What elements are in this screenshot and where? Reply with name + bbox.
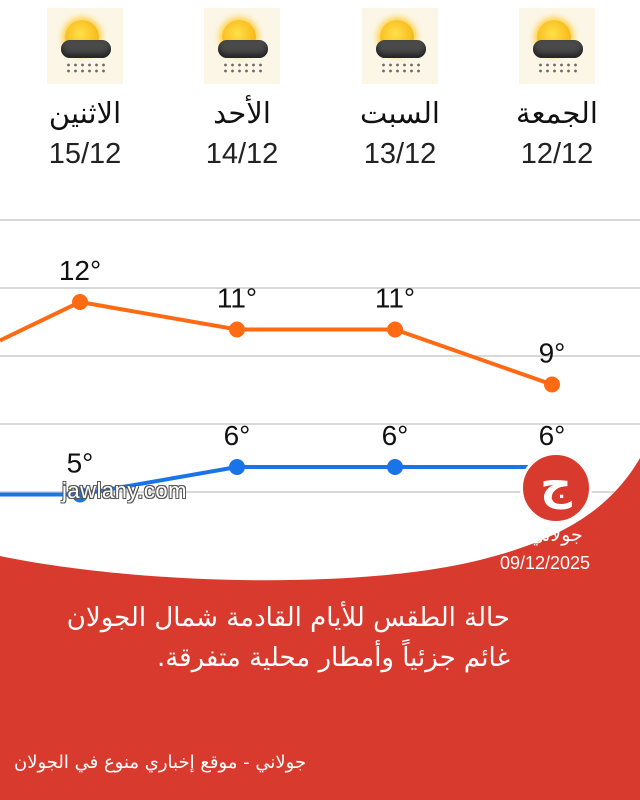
day-date: 12/12	[520, 138, 594, 170]
data-point	[387, 321, 403, 338]
forecast-day-sunday: الأحد 14/12	[177, 8, 307, 172]
series-line	[0, 299, 553, 387]
partly-cloudy-rain-icon	[204, 8, 280, 84]
data-label: 6°	[539, 420, 566, 451]
footer-tagline: جولاني - موقع إخباري منوع في الجولان	[14, 752, 307, 773]
data-label: 11°	[375, 283, 415, 314]
forecast-day-monday: الاثنين 15/12	[20, 8, 150, 172]
publish-date: 09/12/2025	[499, 553, 591, 573]
data-label: 6°	[224, 420, 251, 451]
day-name: الأحد	[213, 98, 271, 130]
chart-series: 12° 11° 11° 9° 5° 6° 6° 6°	[0, 255, 565, 503]
data-point	[544, 376, 560, 393]
data-label: 6°	[382, 420, 409, 451]
partly-cloudy-rain-icon	[47, 8, 123, 84]
forecast-day-friday: الجمعة 12/12	[492, 8, 622, 172]
day-name: الجمعة	[516, 98, 598, 130]
data-point	[229, 321, 245, 338]
headline-line-1: حالة الطقس للأيام القادمة شمال الجولان	[66, 603, 510, 633]
headline-line-2: غائم جزئياً وأمطار محلية متفرقة.	[156, 643, 510, 673]
brand-logo-glyph: ج	[540, 459, 572, 510]
day-date: 13/12	[363, 138, 437, 170]
site-watermark: jawlany.com	[62, 478, 187, 503]
brand-logo[interactable]: ج	[520, 452, 592, 524]
day-name: السبت	[360, 98, 440, 130]
data-point	[387, 459, 403, 475]
data-label: 5°	[67, 448, 94, 479]
headline: حالة الطقس للأيام القادمة شمال الجولان غ…	[10, 598, 510, 678]
temperature-chart: 12° 11° 11° 9° 5° 6° 6° 6°	[0, 219, 640, 503]
partly-cloudy-rain-icon	[519, 8, 595, 84]
data-point	[229, 459, 245, 475]
data-label: 11°	[217, 283, 257, 314]
day-name: الاثنين	[48, 98, 122, 130]
forecast-day-saturday: السبت 13/12	[335, 8, 465, 172]
data-label: 12°	[59, 255, 101, 286]
partly-cloudy-rain-icon	[362, 8, 438, 84]
data-label: 9°	[539, 338, 566, 369]
day-date: 14/12	[205, 138, 279, 170]
day-date: 15/12	[48, 138, 122, 170]
brand-name: جولاني	[529, 524, 583, 546]
data-point	[72, 294, 88, 310]
